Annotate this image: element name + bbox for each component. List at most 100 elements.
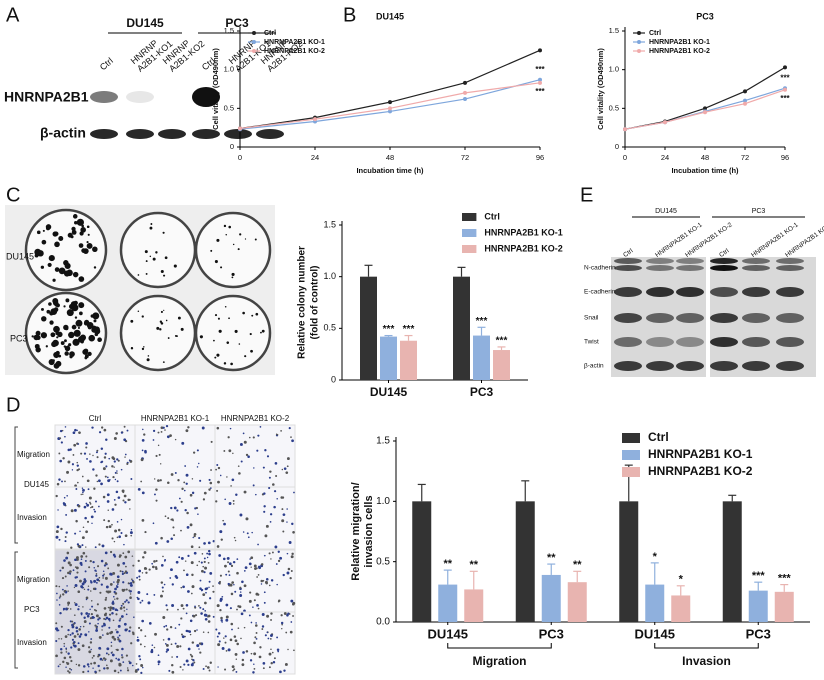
cell	[151, 644, 154, 646]
cell	[123, 622, 127, 626]
cell	[141, 491, 145, 495]
row-label: Invasion	[17, 513, 47, 522]
lane-label: HNRNPA2B1 KO-1	[654, 221, 704, 259]
cell	[264, 634, 267, 637]
cell	[63, 642, 66, 645]
cell	[204, 617, 208, 621]
cell	[104, 551, 108, 555]
cell	[90, 613, 93, 616]
y-axis-label: Cell vitality (OD490nm)	[211, 48, 220, 130]
cell	[270, 648, 272, 650]
cell	[164, 429, 166, 431]
cell	[286, 552, 289, 555]
cell	[60, 527, 63, 531]
cell	[98, 576, 101, 579]
colony	[64, 339, 67, 343]
colony	[167, 337, 170, 339]
cell	[97, 565, 100, 568]
cell	[82, 606, 84, 608]
cell	[162, 639, 165, 641]
row-label: DU145	[24, 480, 49, 489]
cell	[143, 433, 146, 436]
cell	[253, 652, 257, 656]
cell	[117, 638, 120, 641]
cell	[79, 530, 81, 533]
cell	[151, 565, 155, 569]
cell	[71, 620, 74, 623]
colony	[234, 329, 238, 333]
cell	[154, 541, 158, 545]
cell	[111, 537, 114, 540]
cell	[262, 579, 265, 582]
x-tick-label: DU145	[428, 626, 468, 641]
cell	[272, 660, 276, 664]
cell	[82, 670, 85, 674]
cell	[152, 522, 155, 525]
lane-label-line: Ctrl	[98, 56, 115, 73]
colony	[41, 239, 47, 245]
cell	[74, 584, 78, 587]
cell	[276, 636, 279, 639]
cell	[191, 585, 195, 589]
cell	[94, 546, 97, 549]
y-tick-label: 1.0	[323, 271, 336, 281]
cell	[257, 543, 259, 546]
cell	[204, 587, 208, 591]
point	[388, 100, 392, 105]
cell	[117, 459, 120, 462]
colony	[77, 326, 80, 329]
cell	[129, 531, 133, 535]
cell	[216, 604, 220, 608]
cell	[104, 598, 107, 601]
cell	[241, 580, 244, 584]
cell	[239, 591, 242, 593]
cell	[205, 591, 207, 594]
cell	[245, 517, 249, 521]
group-label: Migration	[473, 654, 527, 668]
band	[742, 258, 770, 264]
significance: ***	[778, 572, 792, 584]
cell	[190, 592, 193, 595]
cell	[118, 535, 121, 539]
band	[646, 265, 674, 271]
cell	[74, 558, 77, 562]
cell	[221, 621, 223, 623]
colony	[40, 265, 45, 269]
cell	[270, 612, 273, 615]
cell	[123, 572, 126, 575]
cell	[177, 479, 180, 482]
cell	[106, 500, 110, 503]
bar	[671, 595, 691, 622]
colony	[162, 231, 165, 234]
colony	[64, 326, 69, 331]
cell	[59, 647, 63, 651]
cell	[86, 479, 90, 483]
cell	[118, 639, 122, 643]
cell	[99, 591, 102, 594]
colony	[41, 316, 47, 322]
cell	[255, 622, 257, 624]
cell	[264, 580, 268, 584]
cell	[207, 562, 210, 564]
cell	[83, 588, 86, 591]
colony	[159, 328, 162, 331]
cell	[245, 650, 248, 653]
cell	[125, 588, 128, 591]
colony	[230, 362, 233, 366]
cell	[94, 624, 97, 627]
cell	[66, 470, 70, 474]
band	[614, 287, 642, 297]
cell	[124, 534, 128, 538]
cell	[138, 578, 141, 581]
cell	[281, 468, 284, 471]
cell	[201, 426, 205, 430]
colony	[155, 251, 158, 254]
cell	[234, 639, 238, 643]
cell	[257, 434, 260, 437]
cell	[183, 489, 186, 492]
cell	[191, 641, 195, 644]
colony	[238, 343, 241, 345]
cell	[231, 665, 235, 669]
band	[646, 313, 674, 323]
colony	[36, 230, 41, 235]
